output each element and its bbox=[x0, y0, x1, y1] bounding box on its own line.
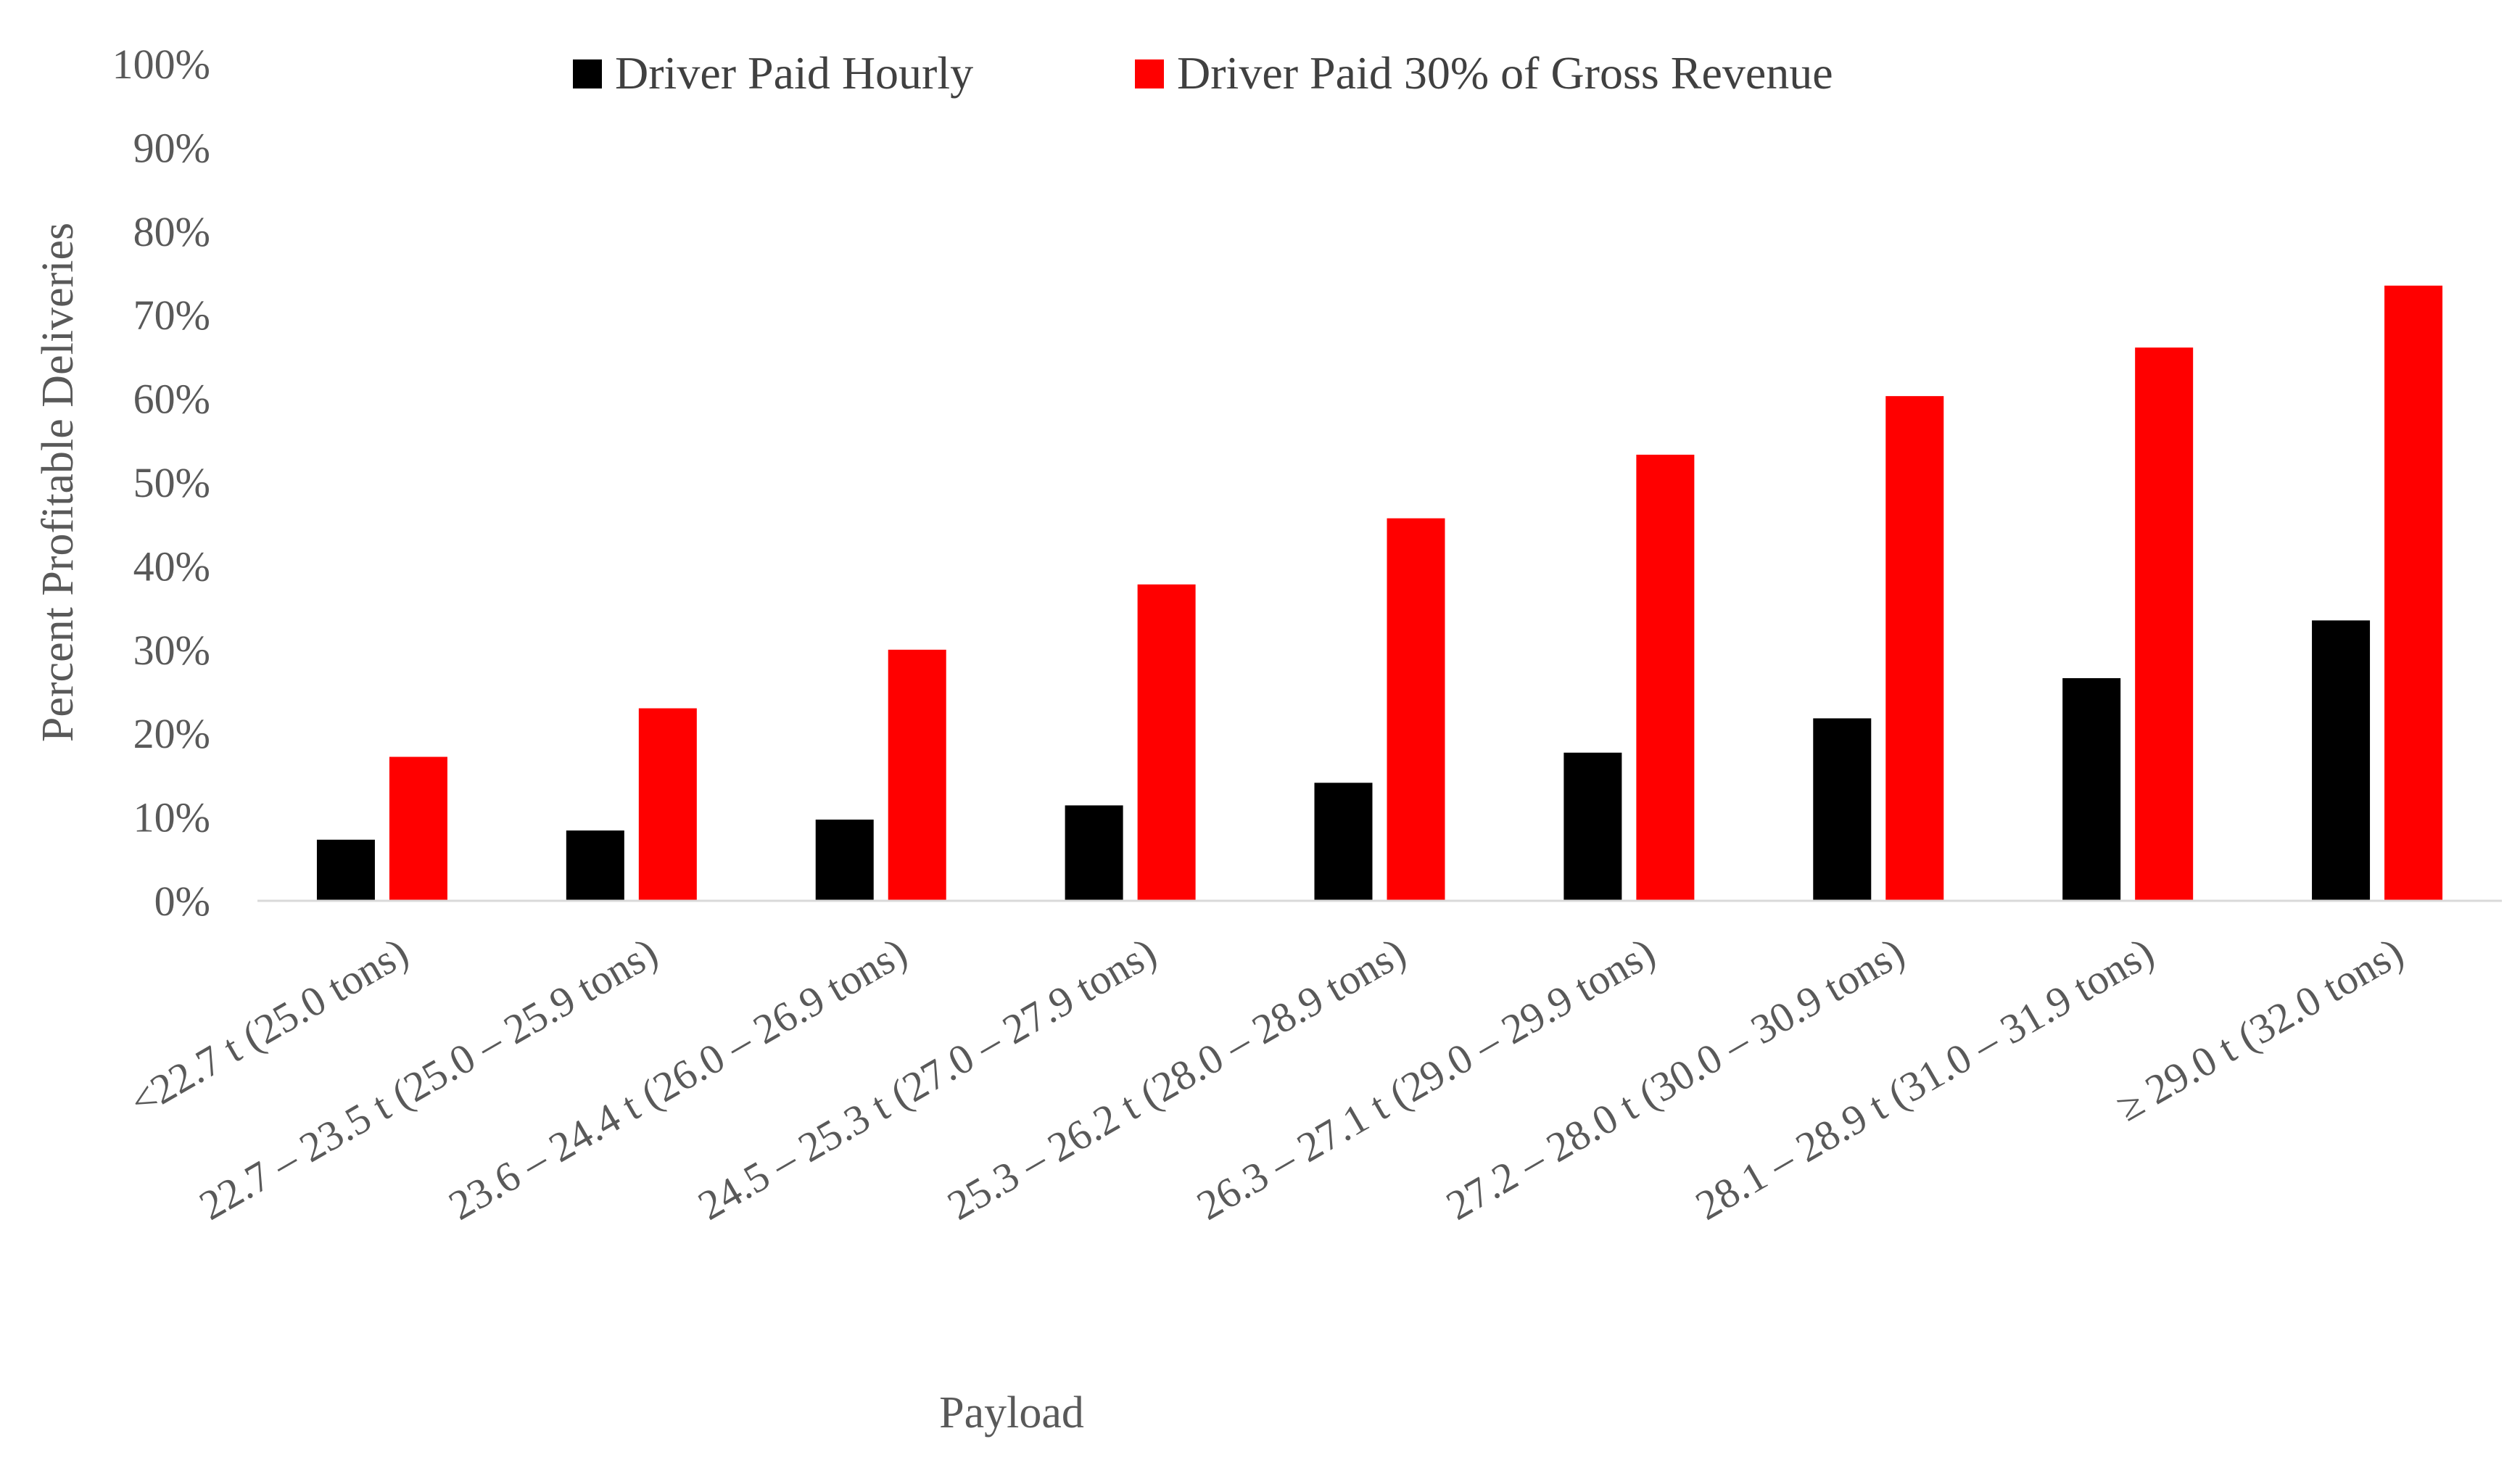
x-tick-label: 25.3 – 26.2 t (28.0 – 28.9 tons) bbox=[940, 928, 1413, 1229]
bar-revenue-share bbox=[389, 756, 447, 901]
bar-hourly bbox=[316, 839, 375, 901]
bar-revenue-share bbox=[1387, 518, 1445, 901]
legend-label: Driver Paid 30% of Gross Revenue bbox=[1177, 47, 1833, 99]
bar-hourly bbox=[2062, 678, 2121, 901]
bar-revenue-share bbox=[2384, 285, 2443, 901]
y-axis-title: Percent Profitable Deliveries bbox=[33, 223, 83, 742]
bar-hourly bbox=[815, 820, 874, 901]
bar-revenue-share bbox=[2135, 347, 2194, 901]
x-tick-label: 27.2 – 28.0 t (30.0 – 30.9 tons) bbox=[1438, 928, 1912, 1229]
bars-group bbox=[316, 285, 2443, 901]
x-tick-label: 24.5 – 25.3 t (27.0 – 27.9 tons) bbox=[690, 928, 1164, 1229]
bar-revenue-share bbox=[888, 649, 946, 901]
x-tick-label: 22.7 – 23.5 t (25.0 – 25.9 tons) bbox=[191, 928, 665, 1229]
y-tick-label: 10% bbox=[133, 794, 210, 841]
y-tick-label: 100% bbox=[112, 41, 210, 88]
x-tick-label: 26.3 – 27.1 t (29.0 – 29.9 tons) bbox=[1189, 928, 1663, 1229]
x-tick-label: 28.1 – 28.9 t (31.0 – 31.9 tons) bbox=[1687, 928, 2161, 1229]
bar-hourly bbox=[1813, 718, 1872, 901]
bar-hourly bbox=[566, 830, 624, 901]
legend-swatch bbox=[1135, 59, 1164, 88]
x-axis-title: Payload bbox=[939, 1388, 1084, 1438]
y-tick-label: 0% bbox=[154, 878, 210, 925]
bar-revenue-share bbox=[1137, 584, 1196, 901]
bar-revenue-share bbox=[1885, 396, 1944, 901]
bar-revenue-share bbox=[638, 708, 697, 901]
legend-swatch bbox=[573, 59, 602, 88]
bar-hourly bbox=[2312, 620, 2371, 901]
bar-revenue-share bbox=[1636, 454, 1695, 901]
x-axis-ticks: <22.7 t (25.0 tons)22.7 – 23.5 t (25.0 –… bbox=[122, 928, 2411, 1229]
y-tick-label: 70% bbox=[133, 292, 210, 339]
y-axis-ticks: 0% 10% 20% 30% 40% 50% 60% 70% 80% 90% 100% bbox=[112, 41, 210, 925]
x-tick-label: 23.6 – 24.4 t (26.0 – 26.9 tons) bbox=[441, 928, 914, 1229]
legend-label: Driver Paid Hourly bbox=[615, 47, 973, 99]
y-tick-label: 30% bbox=[133, 627, 210, 674]
y-tick-label: 50% bbox=[133, 459, 210, 506]
bar-hourly bbox=[1563, 752, 1622, 901]
bar-hourly bbox=[1314, 783, 1373, 901]
legend: Driver Paid Hourly Driver Paid 30% of Gro… bbox=[573, 47, 1833, 99]
y-tick-label: 80% bbox=[133, 208, 210, 255]
y-tick-label: 60% bbox=[133, 376, 210, 423]
y-tick-label: 90% bbox=[133, 124, 210, 171]
y-tick-label: 20% bbox=[133, 710, 210, 757]
y-tick-label: 40% bbox=[133, 543, 210, 590]
bar-hourly bbox=[1065, 805, 1123, 901]
